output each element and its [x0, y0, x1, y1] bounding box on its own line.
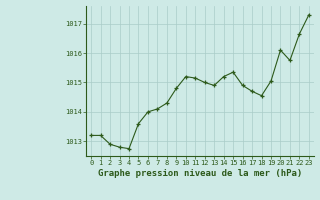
X-axis label: Graphe pression niveau de la mer (hPa): Graphe pression niveau de la mer (hPa) — [98, 169, 302, 178]
